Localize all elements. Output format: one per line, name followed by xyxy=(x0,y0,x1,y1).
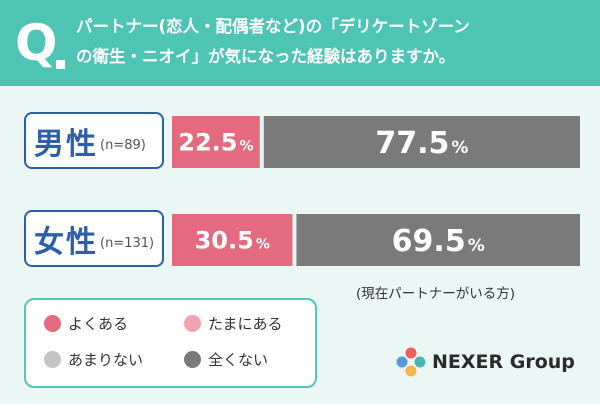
legend-item-never: 全くない xyxy=(184,349,268,370)
group-name-male: 男性 xyxy=(34,126,98,162)
q-mark: Q xyxy=(15,14,58,72)
bar-label-male-often: 22.5% xyxy=(178,129,253,157)
question-header: Q パートナー(恋人・配偶者など)の「デリケートゾーン の衛生・ニオイ」が気にな… xyxy=(0,0,600,86)
bar-female-never xyxy=(296,214,580,266)
legend-item-often: よくある xyxy=(44,313,128,334)
q-dot xyxy=(56,60,65,69)
legend-label-often: よくある xyxy=(68,315,129,333)
group-n-female: (n=131) xyxy=(100,236,155,251)
bar-label-male-never: 77.5% xyxy=(375,126,468,161)
legend-swatch-never xyxy=(184,351,201,368)
legend-swatch-rarely xyxy=(44,351,61,368)
legend-label-sometimes: たまにある xyxy=(208,315,283,333)
brand: NEXER Group xyxy=(396,347,575,377)
group-n-male: (n=89) xyxy=(100,138,146,153)
nexer-logo-icon xyxy=(396,347,426,377)
bar-female-often xyxy=(172,214,293,266)
legend-swatch-sometimes xyxy=(184,315,201,332)
legend-item-sometimes: たまにある xyxy=(184,313,283,334)
brand-name: NEXER Group xyxy=(432,351,575,373)
legend-label-rarely: あまりない xyxy=(68,351,144,369)
bar-male-often xyxy=(172,116,260,168)
bar-male-never xyxy=(263,116,580,168)
bar-label-female-often: 30.5% xyxy=(195,227,270,255)
group-name-female: 女性 xyxy=(34,224,98,260)
question-line-1: パートナー(恋人・配偶者など)の「デリケートゾーン xyxy=(76,17,470,36)
group-label-male: 男性 (n=89) xyxy=(24,112,164,169)
legend-swatch-often xyxy=(44,315,61,332)
legend-label-never: 全くない xyxy=(208,351,269,369)
respondent-note: (現在パートナーがいる方) xyxy=(356,286,516,302)
bar-label-female-never: 69.5% xyxy=(392,224,485,259)
question-line-2: の衛生・ニオイ」が気になった経験はありますか。 xyxy=(76,47,456,66)
legend-item-rarely: あまりない xyxy=(44,349,143,370)
group-label-female: 女性 (n=131) xyxy=(24,210,164,267)
legend: よくある たまにある あまりない 全くない xyxy=(24,298,317,388)
